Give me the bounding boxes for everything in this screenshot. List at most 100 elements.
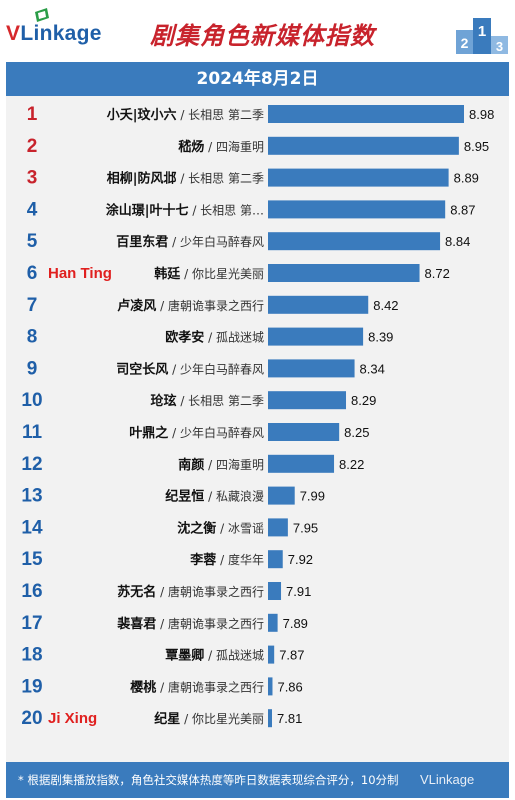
- ranking-row: 14 沈之衡 / 冰雪谣 7.95: [21, 517, 318, 538]
- character-name: 沈之衡: [177, 520, 216, 536]
- show-name: / 你比星光美丽: [180, 267, 264, 281]
- character-name: 苏无名: [117, 584, 156, 600]
- rank-number: 17: [21, 613, 42, 634]
- character-name: 欧孝安: [165, 330, 204, 346]
- bar: [268, 105, 464, 123]
- value-label: 8.89: [454, 171, 479, 186]
- rank-number: 10: [21, 390, 42, 411]
- ranking-row: 7 卢凌风 / 唐朝诡事录之西行 8.42: [27, 295, 399, 316]
- row-label: 小夭|玟小六 / 长相思 第二季: [107, 107, 264, 123]
- character-name: 司空长风: [116, 361, 168, 377]
- value-label: 8.98: [469, 107, 494, 122]
- value-label: 8.42: [373, 298, 398, 313]
- bar: [268, 359, 355, 378]
- row-label: 樱桃 / 唐朝诡事录之西行: [130, 679, 264, 695]
- ranking-row: 19 樱桃 / 唐朝诡事录之西行 7.86: [21, 676, 302, 697]
- character-name: 樱桃: [130, 679, 156, 695]
- ranking-row: 20 纪星 / 你比星光美丽 7.81 Ji Xing: [21, 708, 302, 729]
- character-name: 纪星: [154, 711, 180, 727]
- header: VLinkage 剧集角色新媒体指数 2 1 3: [0, 0, 515, 62]
- bar: [268, 486, 295, 505]
- show-name: / 长相思 第二季: [177, 172, 265, 186]
- show-name: / 唐朝诡事录之西行: [156, 616, 264, 631]
- bar: [268, 168, 449, 187]
- ranking-row: 16 苏无名 / 唐朝诡事录之西行 7.91: [21, 581, 311, 602]
- character-name: 相柳|防风邶: [107, 171, 177, 187]
- bar: [268, 136, 459, 155]
- ranking-row: 15 李蓉 / 度华年 7.92: [21, 549, 313, 570]
- ranking-row: 2 嵇炀 / 四海重明 8.95: [27, 136, 489, 157]
- character-name: 南颜: [178, 457, 204, 473]
- rank-number: 8: [27, 327, 38, 348]
- date-bar: 2024年8月2日: [6, 62, 509, 96]
- show-name: / 少年白马醉春风: [168, 361, 264, 376]
- rank-number: 6: [27, 263, 38, 284]
- bar: [268, 709, 272, 728]
- bar: [268, 582, 282, 600]
- rank-number: 9: [27, 358, 38, 379]
- value-label: 8.34: [360, 361, 385, 376]
- character-name: 卢凌风: [117, 298, 156, 314]
- rank-number: 11: [22, 422, 43, 443]
- show-name: / 唐朝诡事录之西行: [156, 679, 264, 694]
- value-label: 7.99: [300, 489, 325, 504]
- show-name: / 你比星光美丽: [180, 712, 264, 726]
- rank-number: 14: [21, 517, 43, 538]
- bar: [268, 677, 273, 696]
- row-label: 司空长风 / 少年白马醉春风: [116, 361, 264, 377]
- row-label: 覃墨卿 / 孤战迷城: [165, 649, 264, 664]
- value-label: 7.95: [293, 520, 318, 535]
- bar: [268, 454, 335, 473]
- rank-number: 1: [27, 104, 38, 125]
- value-label: 7.87: [279, 648, 304, 663]
- value-label: 8.95: [464, 139, 489, 154]
- row-label: 沈之衡 / 冰雪谣: [177, 520, 264, 536]
- ranking-row: 11 叶鼎之 / 少年白马醉春风 8.25: [22, 422, 370, 443]
- ranking-row: 4 涂山璟|叶十七 / 长相思 第… 8.87: [27, 199, 476, 220]
- value-label: 8.39: [368, 330, 393, 345]
- bar: [268, 232, 441, 251]
- podium-label-1: 1: [478, 23, 486, 40]
- character-name: 嵇炀: [178, 139, 204, 155]
- page-title: 剧集角色新媒体指数: [150, 22, 375, 50]
- ranking-row: 17 裴喜君 / 唐朝诡事录之西行 7.89: [21, 613, 307, 634]
- ranking-row: 1 小夭|玟小六 / 长相思 第二季 8.98: [27, 104, 495, 125]
- character-name: 玱玹: [150, 393, 176, 409]
- show-name: / 四海重明: [204, 457, 264, 472]
- rank-number: 5: [27, 231, 38, 252]
- ranking-row: 5 百里东君 / 少年白马醉春风 8.84: [27, 231, 471, 252]
- ranking-row: 8 欧孝安 / 孤战迷城 8.39: [27, 327, 394, 348]
- ranking-row: 10 玱玹 / 长相思 第二季 8.29: [21, 390, 376, 411]
- ranking-row: 3 相柳|防风邶 / 长相思 第二季 8.89: [27, 168, 479, 189]
- show-name: / 长相思 第…: [189, 203, 265, 217]
- bar: [268, 391, 347, 410]
- podium-label-3: 3: [496, 39, 503, 54]
- bar: [268, 645, 275, 664]
- podium-label-2: 2: [461, 35, 469, 51]
- character-name: 百里东君: [116, 234, 168, 250]
- row-label: 欧孝安 / 孤战迷城: [165, 330, 264, 346]
- logo-icon: [35, 8, 49, 22]
- logo-rest: Linkage: [20, 22, 102, 45]
- ranking-row: 6 韩廷 / 你比星光美丽 8.72 Han Ting: [27, 263, 450, 284]
- annotation-label: Ji Xing: [48, 710, 97, 727]
- row-label: 苏无名 / 唐朝诡事录之西行: [117, 584, 264, 600]
- logo: VLinkage: [6, 22, 102, 46]
- row-label: 卢凌风 / 唐朝诡事录之西行: [117, 298, 264, 314]
- podium-icon: 2 1 3: [456, 18, 508, 54]
- rank-number: 7: [27, 295, 38, 316]
- bar: [268, 264, 420, 282]
- show-name: / 冰雪谣: [216, 521, 264, 535]
- ranking-row: 12 南颜 / 四海重明 8.22: [21, 454, 364, 475]
- ranking-row: 9 司空长风 / 少年白马醉春风 8.34: [27, 358, 385, 379]
- value-label: 8.87: [450, 202, 475, 217]
- row-label: 百里东君 / 少年白马醉春风: [116, 234, 264, 250]
- annotation-label: Han Ting: [48, 265, 112, 282]
- row-label: 涂山璟|叶十七 / 长相思 第…: [106, 202, 264, 218]
- rank-number: 20: [21, 708, 42, 729]
- character-name: 纪昱恒: [165, 489, 204, 505]
- value-label: 8.29: [351, 393, 376, 408]
- character-name: 涂山璟|叶十七: [106, 202, 189, 218]
- value-label: 7.91: [286, 584, 311, 599]
- row-label: 李蓉 / 度华年: [189, 552, 264, 568]
